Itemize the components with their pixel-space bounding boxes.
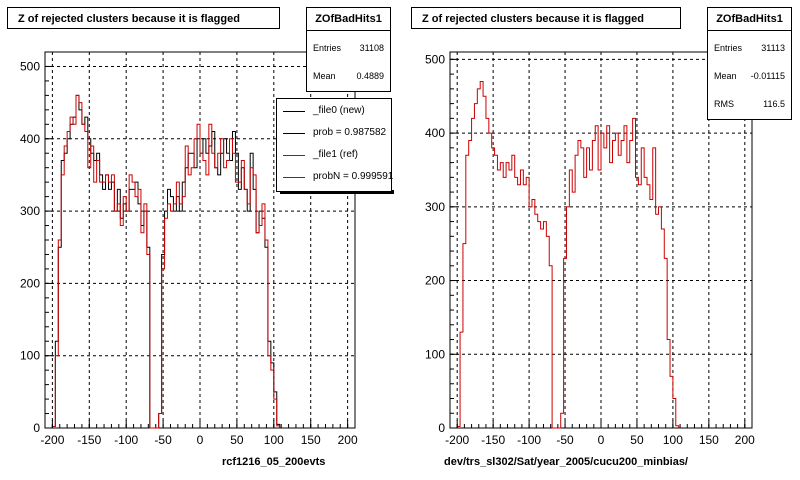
left-stats-name: ZOfBadHits1 [307,8,390,31]
right-stats-mean-label: Mean [714,71,737,81]
right-chart-title: Z of rejected clusters because it is fla… [411,7,681,29]
y-tick-label: 300 [20,204,40,218]
x-tick-label: -50 [154,433,172,447]
left-stats-entries-label: Entries [313,43,342,53]
x-tick-label: -200 [40,433,64,447]
x-tick-label: 150 [699,433,719,447]
right-stats-mean-value: -0.01115 [750,71,785,81]
legend-entry-prob: prob = 0.987582 [277,123,391,145]
right-stats-box: ZOfBadHits1 Entries 31113 Mean -0.01115 RM… [707,7,792,120]
x-tick-label: 200 [338,433,358,447]
y-tick-label: 200 [425,274,445,288]
legend-entry-ref: _file1 (ref) [277,145,391,167]
legend-label-prob: prob = 0.987582 [313,127,387,138]
legend-label-new: _file0 (new) [313,105,365,116]
y-tick-label: 400 [425,126,445,140]
x-tick-label: -200 [445,433,469,447]
x-tick-label: 200 [735,433,755,447]
legend-label-probn: probN = 0.999591 [313,171,394,182]
left-stats-mean-label: Mean [313,71,336,81]
left-stats-entries-value: 31108 [359,43,384,53]
x-tick-label: -100 [517,433,541,447]
x-tick-label: -50 [556,433,574,447]
x-tick-label: 0 [598,433,605,447]
right-stats-entries-label: Entries [714,43,743,53]
legend-line-prob [283,133,305,134]
y-tick-label: 500 [425,52,445,66]
y-tick-label: 500 [20,59,40,73]
y-tick-label: 100 [425,347,445,361]
x-tick-label: 50 [230,433,244,447]
histogram-series-1 [51,94,281,429]
y-tick-label: 300 [425,200,445,214]
right-stats-rms-value: 116.5 [763,99,785,109]
left-chart-title: Z of rejected clusters because it is fla… [7,7,280,29]
right-stats-rms-label: RMS [714,99,734,109]
left-stats-box: ZOfBadHits1 Entries 31108 Mean 0.4889 [306,7,391,92]
legend-line-probn [283,177,305,178]
histogram-series-0 [456,80,680,429]
x-tick-label: 150 [301,433,321,447]
x-tick-label: -150 [77,433,101,447]
x-tick-label: -100 [114,433,138,447]
panel-1: -200 -150 -100 -50 0 50 100 150 200 0 100 200 300 400… [425,51,755,447]
x-tick-label: 50 [630,433,644,447]
legend-line-ref [283,155,305,156]
x-tick-label: 100 [264,433,284,447]
right-stats-entries-value: 31113 [761,43,785,53]
x-tick-label: 100 [663,433,683,447]
legend-line-new [283,111,305,112]
x-tick-label: -150 [481,433,505,447]
x-tick-label: 0 [197,433,204,447]
legend-entry-new: _file0 (new) [277,101,391,123]
left-legend: _file0 (new) prob = 0.987582 _file1 (ref… [276,98,394,192]
legend-label-ref: _file1 (ref) [313,149,359,160]
y-tick-label: 0 [438,421,445,435]
left-stats-mean-value: 0.4889 [356,71,384,81]
y-tick-label: 200 [20,276,40,290]
y-tick-label: 400 [20,132,40,146]
right-stats-name: ZOfBadHits1 [708,8,791,31]
left-x-axis-label: rcf1216_05_200evts [222,456,326,468]
y-tick-label: 0 [33,421,40,435]
legend-entry-probn: probN = 0.999591 [277,167,394,189]
legend-shadow [280,190,394,194]
y-tick-label: 100 [20,349,40,363]
right-x-axis-label: dev/trs_sl302/Sat/year_2005/cucu200_minb… [444,456,688,468]
